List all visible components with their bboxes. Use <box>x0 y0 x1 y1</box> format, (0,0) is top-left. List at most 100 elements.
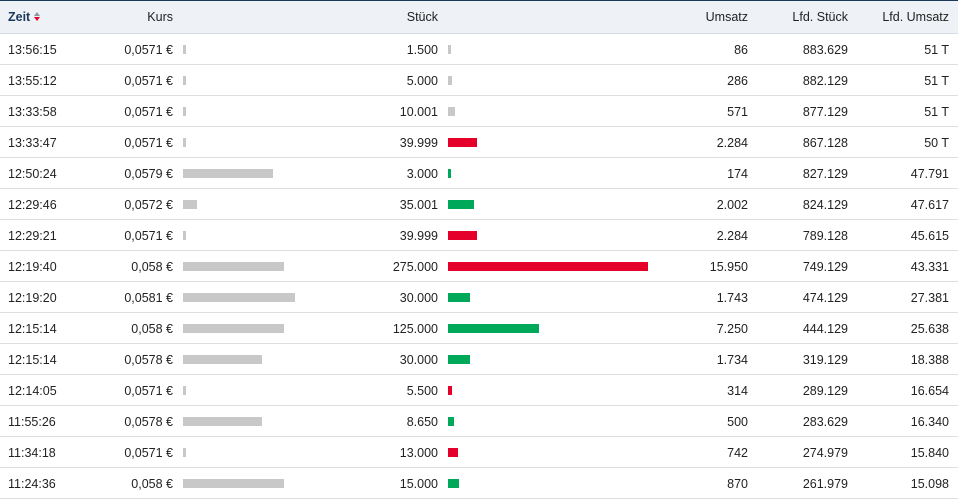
table-row: 12:29:46 0,0572 € 35.001 2.002 824.129 47.617 <box>0 189 958 220</box>
table-row: 11:24:36 0,058 € 15.000 870 261.979 15.098 <box>0 468 958 499</box>
cell-stueck: 125.000 <box>392 322 438 336</box>
kurs-bar <box>183 107 186 116</box>
stueck-bar <box>448 448 458 457</box>
table-row: 12:15:14 0,0578 € 30.000 1.734 319.129 18.388 <box>0 344 958 375</box>
cell-lfd-umsatz: 15.840 <box>910 446 949 460</box>
cell-umsatz: 86 <box>734 43 748 57</box>
cell-lfd-stueck: 883.629 <box>802 43 848 57</box>
column-header-lfd-stueck[interactable]: Lfd. Stück <box>792 10 848 24</box>
cell-kurs: 0,0571 € <box>124 229 173 243</box>
cell-kurs: 0,0571 € <box>124 136 173 150</box>
table-row: 12:19:20 0,0581 € 30.000 1.743 474.129 27.381 <box>0 282 958 313</box>
cell-zeit: 11:24:36 <box>8 477 56 491</box>
stueck-bar <box>448 386 452 395</box>
cell-umsatz: 1.743 <box>716 291 748 305</box>
stueck-bar <box>448 76 452 85</box>
kurs-bar <box>183 448 186 457</box>
cell-lfd-umsatz: 47.791 <box>910 167 949 181</box>
kurs-bar <box>183 231 186 240</box>
cell-kurs: 0,0571 € <box>124 43 173 57</box>
stueck-bar <box>448 200 474 209</box>
cell-lfd-umsatz: 51 T <box>924 74 949 88</box>
cell-zeit: 11:55:26 <box>8 415 56 429</box>
column-header-umsatz[interactable]: Umsatz <box>705 10 748 24</box>
cell-stueck: 3.000 <box>406 167 438 181</box>
cell-lfd-stueck: 882.129 <box>802 74 848 88</box>
cell-zeit: 13:33:47 <box>8 136 57 150</box>
cell-lfd-umsatz: 51 T <box>924 105 949 119</box>
cell-stueck: 275.000 <box>392 260 438 274</box>
cell-kurs: 0,0578 € <box>124 415 173 429</box>
cell-stueck: 39.999 <box>399 229 438 243</box>
table-row: 12:14:05 0,0571 € 5.500 314 289.129 16.654 <box>0 375 958 406</box>
kurs-bar <box>183 417 263 426</box>
kurs-bar <box>183 200 197 209</box>
cell-lfd-umsatz: 15.098 <box>910 477 949 491</box>
cell-kurs: 0,0581 € <box>124 291 173 305</box>
cell-lfd-umsatz: 16.340 <box>910 415 949 429</box>
stueck-bar <box>448 45 451 54</box>
cell-umsatz: 1.734 <box>716 353 748 367</box>
cell-zeit: 12:50:24 <box>8 167 57 181</box>
cell-kurs: 0,058 € <box>131 322 173 336</box>
sort-descending-icon[interactable] <box>34 12 41 22</box>
cell-umsatz: 314 <box>727 384 748 398</box>
stueck-bar <box>448 293 470 302</box>
cell-kurs: 0,0572 € <box>124 198 173 212</box>
cell-umsatz: 571 <box>727 105 748 119</box>
cell-lfd-umsatz: 50 T <box>924 136 949 150</box>
stueck-bar <box>448 355 470 364</box>
cell-stueck: 10.001 <box>399 105 438 119</box>
kurs-bar <box>183 479 285 488</box>
cell-stueck: 39.999 <box>399 136 438 150</box>
cell-lfd-stueck: 867.128 <box>802 136 848 150</box>
cell-stueck: 5.500 <box>406 384 438 398</box>
stueck-bar <box>448 138 478 147</box>
cell-umsatz: 742 <box>727 446 748 460</box>
cell-zeit: 13:55:12 <box>8 74 57 88</box>
cell-zeit: 13:56:15 <box>8 43 57 57</box>
kurs-bar <box>183 386 186 395</box>
table-row: 11:34:18 0,0571 € 13.000 742 274.979 15.840 <box>0 437 958 468</box>
cell-kurs: 0,058 € <box>131 260 173 274</box>
table-row: 13:55:12 0,0571 € 5.000 286 882.129 51 T <box>0 65 958 96</box>
column-header-stueck[interactable]: Stück <box>406 10 438 24</box>
cell-zeit: 12:15:14 <box>8 353 57 367</box>
cell-lfd-stueck: 283.629 <box>802 415 848 429</box>
cell-lfd-stueck: 789.128 <box>802 229 848 243</box>
cell-stueck: 1.500 <box>406 43 438 57</box>
table-row: 12:29:21 0,0571 € 39.999 2.284 789.128 45.615 <box>0 220 958 251</box>
kurs-bar <box>183 262 285 271</box>
cell-umsatz: 174 <box>727 167 748 181</box>
stueck-bar <box>448 324 539 333</box>
cell-kurs: 0,0571 € <box>124 384 173 398</box>
table-row: 13:33:47 0,0571 € 39.999 2.284 867.128 50 T <box>0 127 958 158</box>
cell-lfd-stueck: 274.979 <box>802 446 848 460</box>
stueck-bar <box>448 262 648 271</box>
cell-lfd-stueck: 261.979 <box>802 477 848 491</box>
cell-lfd-umsatz: 45.615 <box>910 229 949 243</box>
column-header-kurs[interactable]: Kurs <box>147 10 173 24</box>
stueck-bar <box>448 107 456 116</box>
kurs-bar <box>183 169 274 178</box>
cell-lfd-umsatz: 18.388 <box>910 353 949 367</box>
stueck-bar <box>448 231 478 240</box>
cell-zeit: 12:19:40 <box>8 260 57 274</box>
stueck-bar <box>448 479 459 488</box>
table-row: 11:55:26 0,0578 € 8.650 500 283.629 16.340 <box>0 406 958 437</box>
cell-stueck: 8.650 <box>406 415 438 429</box>
cell-zeit: 12:29:46 <box>8 198 57 212</box>
cell-zeit: 13:33:58 <box>8 105 57 119</box>
cell-lfd-stueck: 319.129 <box>802 353 848 367</box>
cell-stueck: 13.000 <box>399 446 438 460</box>
column-header-zeit[interactable]: Zeit <box>8 10 41 24</box>
column-header-lfd-umsatz[interactable]: Lfd. Umsatz <box>882 10 949 24</box>
cell-lfd-umsatz: 51 T <box>924 43 949 57</box>
kurs-bar <box>183 45 186 54</box>
cell-stueck: 15.000 <box>399 477 438 491</box>
cell-umsatz: 870 <box>727 477 748 491</box>
kurs-bar <box>183 355 263 364</box>
cell-lfd-umsatz: 25.638 <box>910 322 949 336</box>
cell-stueck: 30.000 <box>399 291 438 305</box>
